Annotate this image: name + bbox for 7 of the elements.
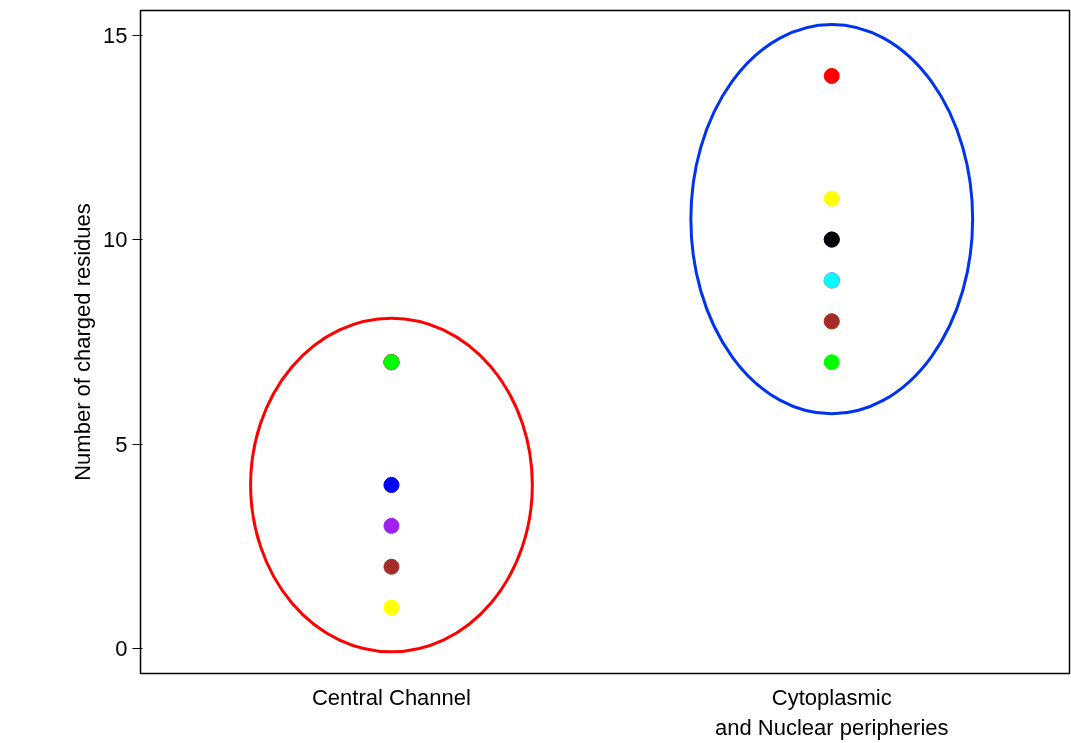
x-tick-label: Cytoplasmic and Nuclear peripheries <box>714 684 949 740</box>
y-tick-label: 15 <box>103 22 128 48</box>
y-axis-title: Number of charged residues <box>70 203 96 481</box>
y-tick-label: 5 <box>115 431 128 457</box>
x-tick-label: Central Channel <box>311 684 471 710</box>
y-tick-label: 0 <box>115 636 128 662</box>
y-tick-label: 10 <box>103 227 128 253</box>
